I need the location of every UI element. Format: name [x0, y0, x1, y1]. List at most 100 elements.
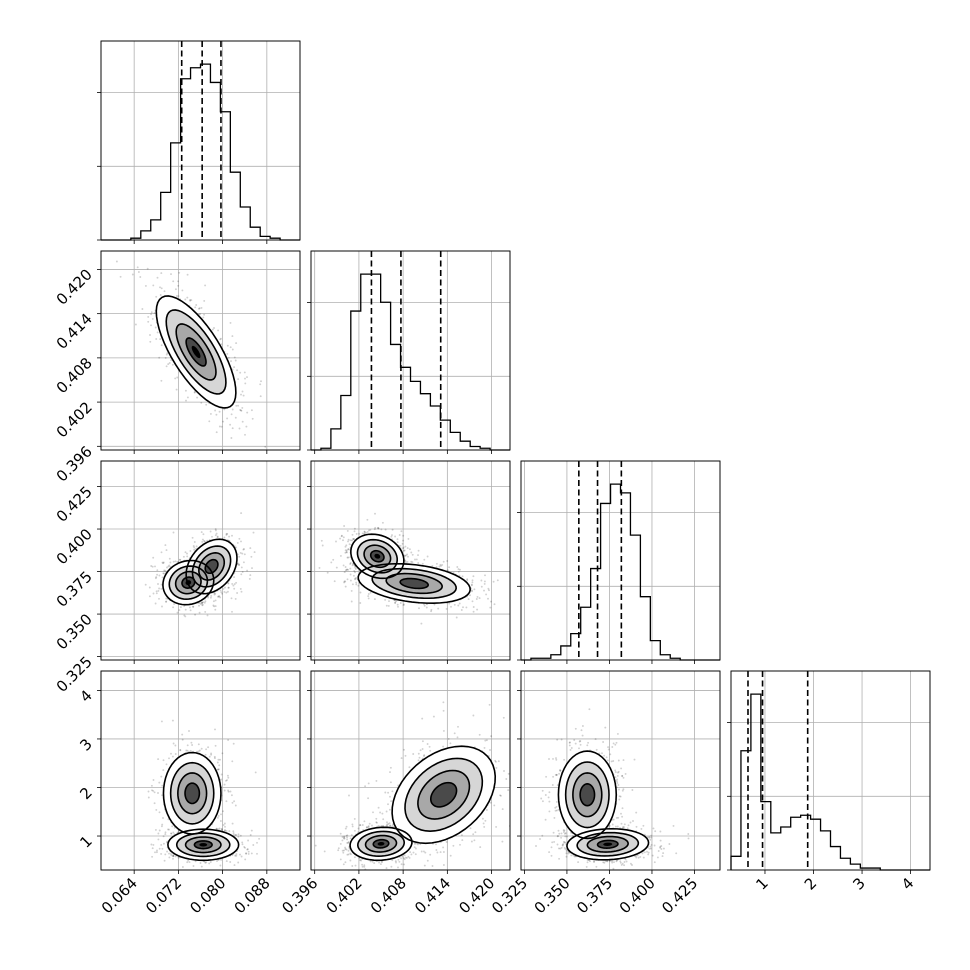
- sample-point: [235, 342, 238, 345]
- sample-point: [203, 601, 206, 604]
- sample-point: [198, 602, 201, 604]
- contour-line-1: [356, 538, 399, 574]
- sample-point: [214, 728, 216, 731]
- sample-point: [192, 545, 195, 547]
- sample-point: [161, 784, 164, 787]
- sample-point: [162, 572, 165, 575]
- sample-point: [448, 566, 451, 569]
- sample-point: [223, 408, 226, 411]
- sample-point: [192, 605, 195, 608]
- sample-point: [224, 825, 226, 828]
- sample-point: [435, 566, 438, 569]
- sample-point: [221, 592, 224, 595]
- sample-point: [166, 850, 169, 853]
- sample-point: [229, 321, 232, 324]
- sample-point: [480, 579, 483, 582]
- sample-point: [466, 578, 469, 581]
- sample-point: [217, 595, 219, 598]
- sample-point: [490, 600, 492, 603]
- sample-point: [186, 555, 189, 558]
- sample-point: [154, 851, 156, 854]
- sample-point: [345, 551, 348, 553]
- sample-point: [407, 555, 409, 558]
- sample-point: [391, 528, 394, 531]
- sample-point: [354, 571, 356, 574]
- sample-point: [358, 532, 361, 535]
- sample-point: [417, 549, 420, 552]
- sample-point: [411, 553, 414, 556]
- sample-point: [175, 388, 178, 391]
- sample-point: [249, 834, 252, 836]
- sample-point: [476, 595, 479, 598]
- panel-0-0-axes: [97, 40, 301, 244]
- sample-point: [160, 843, 163, 846]
- sample-point: [230, 794, 233, 797]
- sample-point: [148, 586, 151, 589]
- sample-point: [410, 560, 413, 563]
- sample-point: [237, 404, 240, 407]
- sample-point: [241, 570, 244, 573]
- sample-point: [367, 597, 370, 600]
- sample-point: [457, 570, 460, 573]
- sample-point: [239, 834, 242, 837]
- sample-point: [175, 295, 178, 297]
- sample-point: [244, 382, 247, 385]
- contour-line-0: [350, 533, 405, 580]
- sample-point: [239, 853, 241, 856]
- sample-point: [241, 552, 244, 555]
- sample-point: [207, 746, 210, 749]
- sample-point: [169, 852, 172, 855]
- panel-frame: [310, 460, 511, 661]
- sample-point: [170, 832, 173, 835]
- sample-point: [250, 555, 253, 558]
- sample-point: [417, 554, 419, 557]
- sample-point: [214, 605, 217, 608]
- sample-point: [160, 583, 163, 586]
- sample-point: [246, 569, 249, 572]
- sample-point: [183, 614, 186, 617]
- sample-point: [199, 862, 202, 864]
- sample-point: [231, 534, 233, 537]
- sample-point: [239, 408, 242, 411]
- contour-line-0: [185, 538, 238, 595]
- sample-point: [237, 562, 240, 565]
- sample-point: [475, 598, 478, 600]
- sample-point: [485, 593, 488, 596]
- sample-point: [439, 563, 442, 566]
- sample-point: [153, 791, 156, 794]
- sample-point: [225, 860, 228, 863]
- sample-point: [480, 585, 483, 588]
- sample-point: [209, 530, 212, 533]
- sample-point: [353, 527, 356, 530]
- sample-point: [227, 790, 230, 793]
- sample-point: [227, 586, 230, 589]
- sample-point: [395, 600, 398, 603]
- sample-point: [231, 822, 234, 825]
- sample-point: [243, 548, 245, 550]
- sample-point: [163, 859, 166, 862]
- sample-point: [202, 533, 205, 536]
- sample-point: [224, 829, 227, 832]
- sample-point: [185, 399, 187, 402]
- sample-point: [203, 540, 206, 543]
- sample-point: [399, 544, 402, 547]
- sample-point: [163, 290, 166, 293]
- sample-point: [241, 390, 244, 393]
- sample-point: [216, 535, 219, 538]
- sample-point: [202, 601, 205, 604]
- sample-point: [181, 733, 184, 736]
- sample-point: [348, 543, 351, 546]
- sample-point: [234, 854, 237, 857]
- sample-point: [403, 549, 406, 552]
- sample-point: [349, 579, 352, 582]
- sample-point: [418, 607, 420, 610]
- sample-point: [191, 536, 194, 539]
- sample-point: [401, 542, 404, 545]
- sample-point: [234, 833, 237, 836]
- sample-point: [343, 525, 346, 527]
- sample-point: [158, 597, 160, 600]
- sample-point: [417, 562, 420, 564]
- sample-point: [350, 589, 353, 592]
- sample-point: [352, 537, 354, 540]
- sample-point: [203, 539, 206, 542]
